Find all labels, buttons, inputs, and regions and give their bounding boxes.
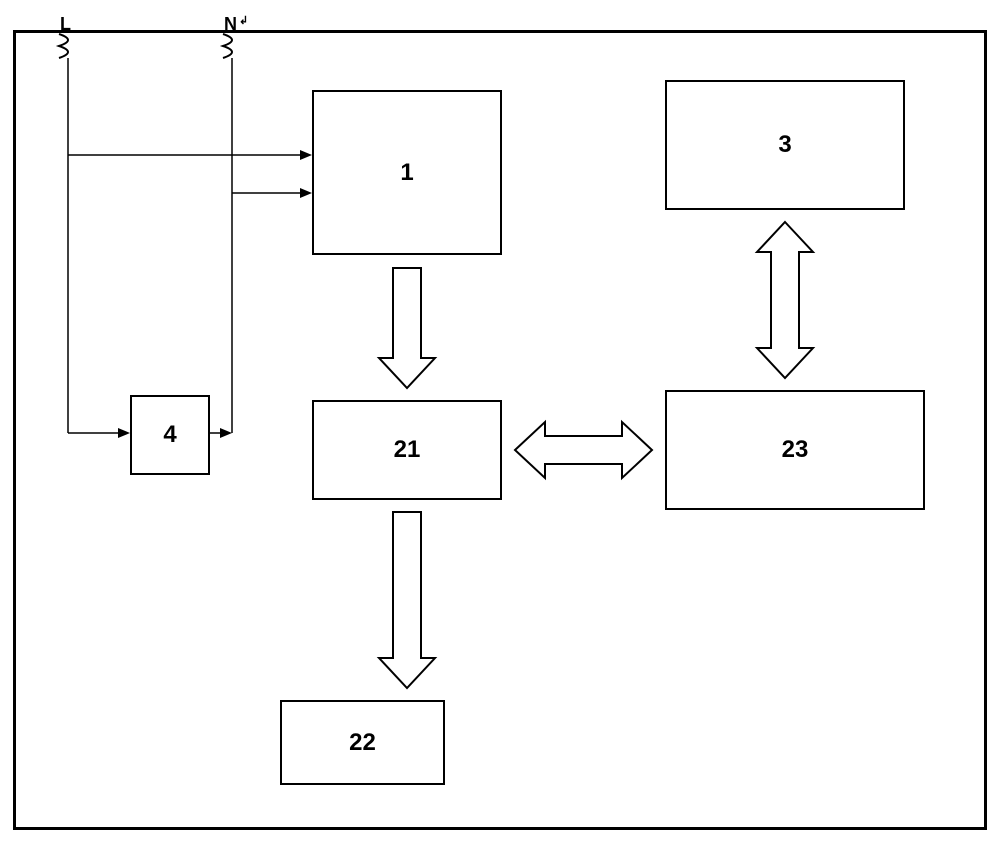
diagram-canvas: L N↲ 1 3 4 21 23 22 bbox=[0, 0, 1000, 842]
sine-icon bbox=[59, 34, 68, 58]
sine-icon bbox=[223, 34, 232, 58]
connections-overlay bbox=[0, 0, 1000, 842]
